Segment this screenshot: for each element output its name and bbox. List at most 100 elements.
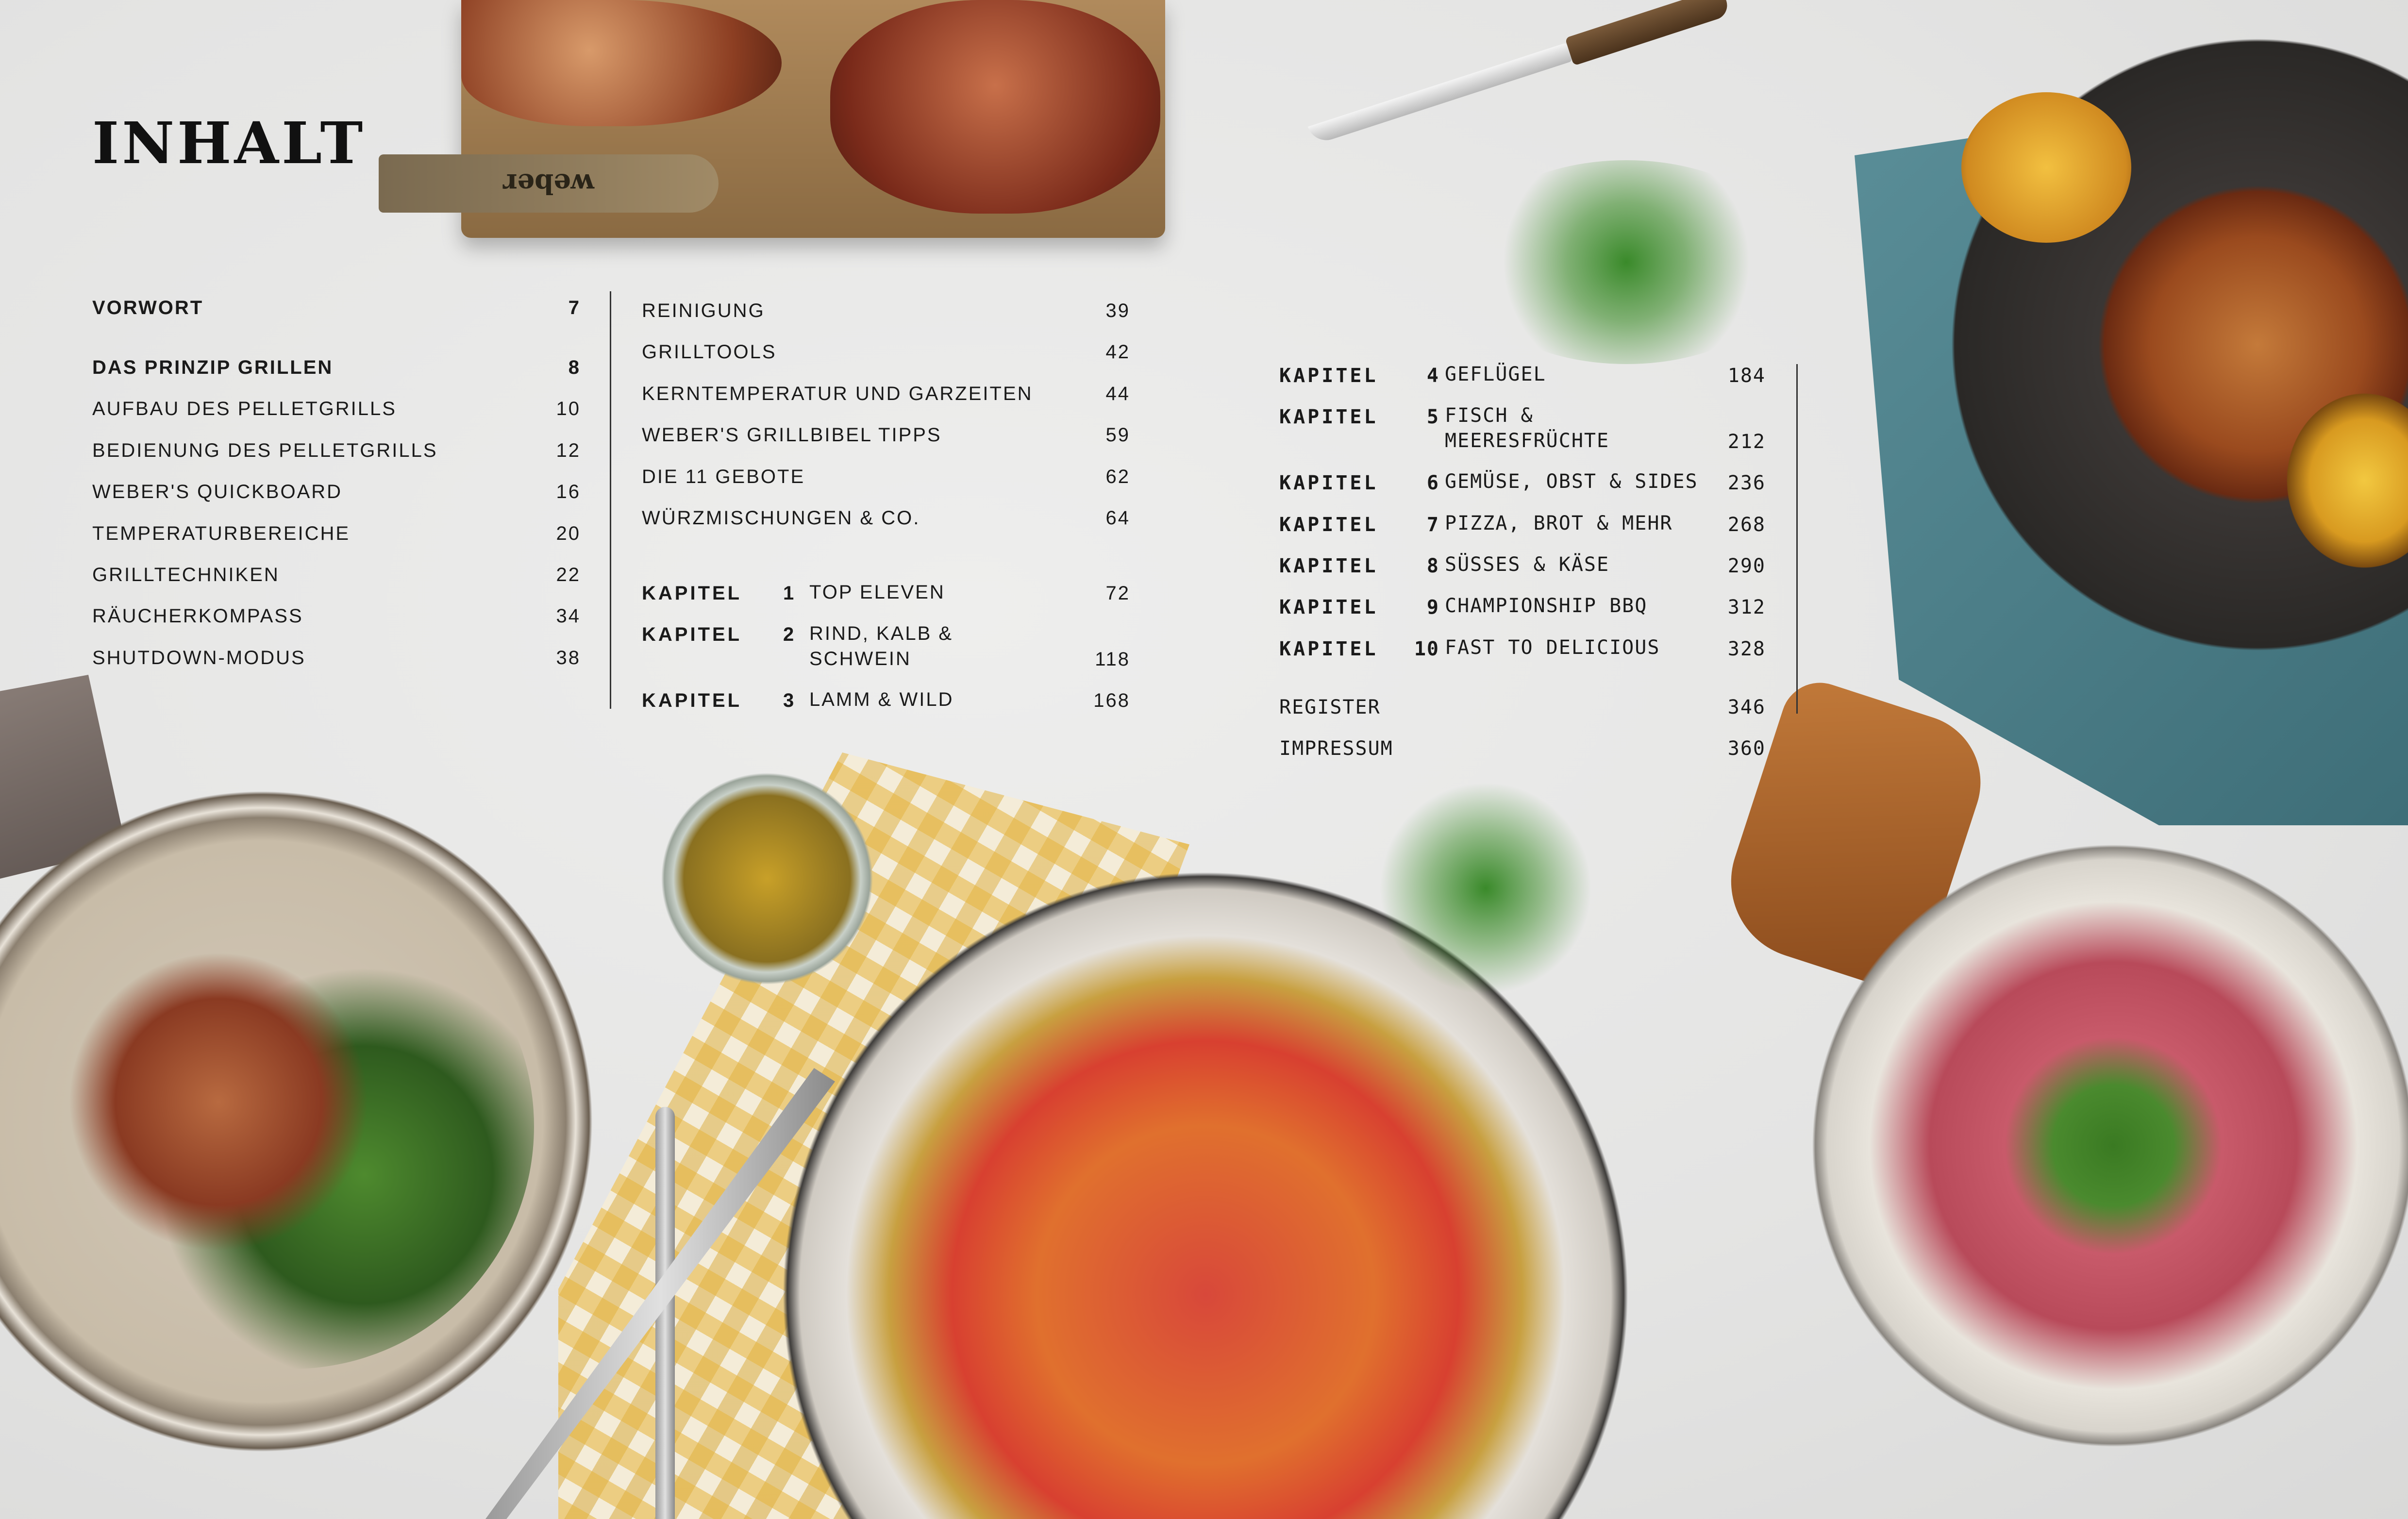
chapter-entry-3[interactable]: KAPITEL 3 LAMM & WILD 168 — [642, 689, 1130, 715]
toc-entry-page: 44 — [1105, 383, 1130, 404]
chapter-title: SÜSSES & KÄSE — [1445, 553, 1610, 576]
toc-entry[interactable]: TEMPERATURBEREICHE 20 — [92, 523, 581, 545]
toc-entry-label: DIE 11 GEBOTE — [642, 466, 805, 487]
chapter-entry-5[interactable]: KAPITEL 5 FISCH & MEERESFRÜCHTE 212 — [1279, 403, 1766, 456]
toc-entry-label: WÜRZMISCHUNGEN & CO. — [642, 507, 920, 529]
grilled-chicken-image — [461, 0, 782, 126]
chapter-number: 3 — [783, 690, 796, 711]
chapter-number: 6 — [1426, 472, 1439, 494]
chapter-title: GEFLÜGEL — [1445, 363, 1546, 385]
chapter-title: TOP ELEVEN — [809, 582, 945, 603]
toc-entry-page: 12 — [556, 440, 581, 461]
toc-entry[interactable]: WÜRZMISCHUNGEN & CO. 64 — [642, 507, 1130, 529]
toc-entry-label: IMPRESSUM — [1279, 737, 1393, 760]
chapter-word: KAPITEL — [1279, 472, 1378, 494]
toc-entry-page: 7 — [568, 297, 581, 318]
toc-entry-page: 346 — [1727, 696, 1766, 718]
chapter-word: KAPITEL — [1279, 555, 1378, 577]
toc-entry-page: 8 — [568, 357, 581, 378]
chapter-title-line-2: SCHWEIN — [809, 648, 911, 669]
page-title: INHALT — [92, 109, 366, 177]
chapter-entry-8[interactable]: KAPITEL 8 SÜSSES & KÄSE 290 — [1279, 553, 1766, 580]
cilantro-image — [1350, 777, 1622, 1000]
toc-entry-impressum[interactable]: IMPRESSUM 360 — [1279, 737, 1766, 760]
chapter-number: 7 — [1426, 514, 1439, 536]
chapter-page: 312 — [1727, 596, 1766, 618]
column-divider — [1796, 364, 1798, 714]
toc-entry[interactable]: WEBER'S QUICKBOARD 16 — [92, 481, 581, 503]
chapter-number: 10 — [1414, 638, 1439, 660]
chapter-entry-7[interactable]: KAPITEL 7 PIZZA, BROT & MEHR 268 — [1279, 512, 1766, 539]
chapter-entry-6[interactable]: KAPITEL 6 GEMÜSE, OBST & SIDES 236 — [1279, 470, 1766, 497]
toc-entry[interactable]: BEDIENUNG DES PELLETGRILLS 12 — [92, 440, 581, 462]
chapter-word: KAPITEL — [1279, 514, 1378, 536]
chapter-entry-10[interactable]: KAPITEL 10 FAST TO DELICIOUS 328 — [1279, 636, 1766, 663]
chapter-page: 118 — [1095, 649, 1130, 670]
toc-entry-label: REINIGUNG — [642, 300, 765, 321]
chapter-title: PIZZA, BROT & MEHR — [1445, 512, 1673, 534]
toc-entry-page: 360 — [1727, 737, 1766, 760]
toc-entry-label: AUFBAU DES PELLETGRILLS — [92, 398, 397, 419]
chapter-page: 212 — [1727, 431, 1766, 453]
chapter-number: 8 — [1426, 555, 1439, 577]
chapter-word: KAPITEL — [642, 690, 742, 711]
toc-entry-page: 16 — [556, 481, 581, 502]
chapter-word: KAPITEL — [1279, 596, 1378, 618]
toc-entry-page: 59 — [1105, 424, 1130, 446]
chapter-entry-1[interactable]: KAPITEL 1 TOP ELEVEN 72 — [642, 582, 1130, 608]
chapter-number: 9 — [1426, 596, 1439, 618]
toc-entry-page: 42 — [1105, 341, 1130, 363]
chapter-title: FISCH & MEERESFRÜCHTE — [1445, 403, 1609, 453]
grilled-lemon-image — [2287, 393, 2408, 568]
toc-entry-label: GRILLTOOLS — [642, 341, 777, 363]
toc-entry-page: 39 — [1105, 300, 1130, 321]
chapter-word: KAPITEL — [1279, 406, 1378, 428]
toc-entry-label: TEMPERATURBEREICHE — [92, 523, 351, 544]
chapter-title: CHAMPIONSHIP BBQ — [1445, 595, 1648, 617]
chapter-number: 2 — [783, 624, 796, 645]
toc-entry-label: BEDIENUNG DES PELLETGRILLS — [92, 440, 438, 461]
knife-image — [1306, 0, 1731, 150]
toc-entry-page: 22 — [556, 564, 581, 585]
chapter-word: KAPITEL — [642, 583, 742, 604]
chapter-entry-4[interactable]: KAPITEL 4 GEFLÜGEL 184 — [1279, 363, 1766, 390]
toc-entry[interactable]: REINIGUNG 39 — [642, 300, 1130, 322]
chapter-entry-9[interactable]: KAPITEL 9 CHAMPIONSHIP BBQ 312 — [1279, 595, 1766, 621]
chapter-title-line-1: FISCH & — [1445, 404, 1534, 427]
toc-entry[interactable]: GRILLTOOLS 42 — [642, 341, 1130, 363]
chapter-entry-2[interactable]: KAPITEL 2 RIND, KALB & SCHWEIN 118 — [642, 621, 1130, 674]
chapter-title: FAST TO DELICIOUS — [1445, 636, 1660, 659]
toc-entry[interactable]: DIE 11 GEBOTE 62 — [642, 466, 1130, 488]
chapter-title: LAMM & WILD — [809, 689, 954, 710]
chapter-number: 4 — [1426, 365, 1439, 387]
toc-entry-label: GRILLTECHNIKEN — [92, 564, 280, 585]
toc-entry-label: VORWORT — [92, 297, 204, 318]
toc-entry-label: KERNTEMPERATUR UND GARZEITEN — [642, 383, 1033, 404]
toc-entry-page: 34 — [556, 605, 581, 627]
toc-entry[interactable]: KERNTEMPERATUR UND GARZEITEN 44 — [642, 383, 1130, 405]
toc-entry[interactable]: WEBER'S GRILLBIBEL TIPPS 59 — [642, 424, 1130, 446]
column-divider — [610, 291, 611, 709]
chapter-word: KAPITEL — [642, 624, 742, 645]
toc-entry[interactable]: VORWORT 7 — [92, 297, 581, 319]
toc-entry-label: RÄUCHERKOMPASS — [92, 605, 303, 627]
toc-entry-label: DAS PRINZIP GRILLEN — [92, 357, 334, 378]
chapter-title-line-2: MEERESFRÜCHTE — [1445, 430, 1610, 452]
herbs-image — [1456, 160, 1796, 364]
toc-entry[interactable]: RÄUCHERKOMPASS 34 — [92, 605, 581, 627]
chapter-page: 184 — [1727, 365, 1766, 387]
toc-entry-register[interactable]: REGISTER 346 — [1279, 696, 1766, 718]
toc-entry-page: 64 — [1105, 507, 1130, 529]
toc-entry[interactable]: AUFBAU DES PELLETGRILLS 10 — [92, 398, 581, 420]
grilled-lemon-image — [1961, 92, 2131, 243]
chapter-page: 236 — [1727, 472, 1766, 494]
toc-entry[interactable]: GRILLTECHNIKEN 22 — [92, 564, 581, 586]
salad-image — [49, 884, 534, 1369]
chapter-number: 5 — [1426, 406, 1439, 428]
toc-entry-label: REGISTER — [1279, 696, 1381, 718]
toc-entry[interactable]: DAS PRINZIP GRILLEN 8 — [92, 357, 581, 379]
chapter-page: 168 — [1093, 690, 1130, 711]
toc-entry[interactable]: SHUTDOWN-MODUS 38 — [92, 647, 581, 669]
chapter-title: RIND, KALB & SCHWEIN — [809, 621, 953, 671]
toc-entry-label: WEBER'S QUICKBOARD — [92, 481, 343, 502]
